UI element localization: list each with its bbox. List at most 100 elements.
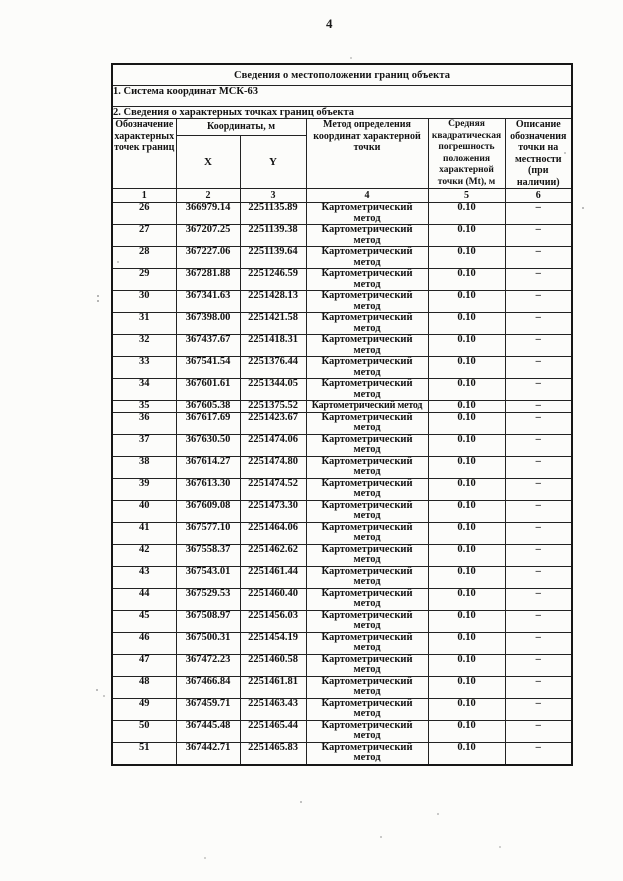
- cell-description: –: [504, 356, 573, 379]
- header-point-designation: Обозначение характерных точек границ: [111, 118, 177, 189]
- table-row: 41 367577.10 2251464.06 Картометрический…: [111, 521, 573, 545]
- cell-point-number: 39: [111, 477, 177, 501]
- scan-speck: [96, 689, 98, 691]
- cell-point-number: 48: [111, 675, 177, 699]
- cell-x: 367466.84: [175, 675, 241, 699]
- coordinate-system-row: 1. Система координат МСК-63: [111, 85, 573, 107]
- cell-method: Картометрический метод: [305, 411, 429, 435]
- cell-x: 367445.48: [175, 719, 241, 743]
- cell-error: 0.10: [427, 224, 506, 247]
- cell-description: –: [504, 202, 573, 225]
- cell-point-number: 34: [111, 378, 177, 401]
- points-section-row: 2. Сведения о характерных точках границ …: [111, 106, 573, 119]
- cell-error: 0.10: [427, 565, 506, 589]
- cell-method: Картометрический метод: [305, 741, 429, 765]
- table-row: 33 367541.54 2251376.44 Картометрический…: [111, 356, 573, 379]
- column-number-1: 1: [111, 188, 177, 203]
- cell-description: –: [504, 224, 573, 247]
- cell-y: 2251474.52: [239, 477, 307, 501]
- cell-y: 2251473.30: [239, 499, 307, 523]
- scan-speck: [499, 846, 501, 848]
- cell-point-number: 38: [111, 455, 177, 479]
- cell-method: Картометрический метод: [305, 246, 429, 269]
- cell-description: –: [504, 565, 573, 589]
- cell-description: –: [504, 290, 573, 313]
- scan-speck: [380, 836, 382, 838]
- cell-method: Картометрический метод: [305, 433, 429, 457]
- cell-point-number: 30: [111, 290, 177, 313]
- column-number-6: 6: [504, 188, 573, 203]
- cell-x: 367437.67: [175, 334, 241, 357]
- cell-point-number: 46: [111, 631, 177, 655]
- cell-method: Картометрический метод: [305, 631, 429, 655]
- cell-point-number: 29: [111, 268, 177, 291]
- cell-method: Картометрический метод: [305, 400, 429, 413]
- points-tbody: 26 366979.14 2251135.89 Картометрический…: [111, 202, 573, 765]
- cell-x: 367500.31: [175, 631, 241, 655]
- cell-point-number: 43: [111, 565, 177, 589]
- cell-y: 2251454.19: [239, 631, 307, 655]
- cell-description: –: [504, 675, 573, 699]
- cell-method: Картометрический метод: [305, 378, 429, 401]
- cell-x: 367459.71: [175, 697, 241, 721]
- table-row: 49 367459.71 2251463.43 Картометрический…: [111, 697, 573, 721]
- column-number-2: 2: [175, 188, 241, 203]
- table-row: 34 367601.61 2251344.05 Картометрический…: [111, 378, 573, 401]
- table-row: 37 367630.50 2251474.06 Картометрический…: [111, 433, 573, 457]
- cell-method: Картометрический метод: [305, 653, 429, 677]
- cell-description: –: [504, 455, 573, 479]
- cell-error: 0.10: [427, 675, 506, 699]
- cell-x: 367281.88: [175, 268, 241, 291]
- cell-point-number: 40: [111, 499, 177, 523]
- cell-description: –: [504, 697, 573, 721]
- table-row: 50 367445.48 2251465.44 Картометрический…: [111, 719, 573, 743]
- table-row: 39 367613.30 2251474.52 Картометрический…: [111, 477, 573, 501]
- cell-point-number: 47: [111, 653, 177, 677]
- cell-point-number: 28: [111, 246, 177, 269]
- cell-x: 367577.10: [175, 521, 241, 545]
- table-row: 45 367508.97 2251456.03 Картометрический…: [111, 609, 573, 633]
- table-row: 44 367529.53 2251460.40 Картометрический…: [111, 587, 573, 611]
- cell-method: Картометрический метод: [305, 290, 429, 313]
- cell-method: Картометрический метод: [305, 675, 429, 699]
- cell-error: 0.10: [427, 741, 506, 765]
- cell-y: 2251376.44: [239, 356, 307, 379]
- cell-error: 0.10: [427, 455, 506, 479]
- cell-point-number: 42: [111, 543, 177, 567]
- cell-method: Картометрический метод: [305, 521, 429, 545]
- table-row: 40 367609.08 2251473.30 Картометрический…: [111, 499, 573, 523]
- cell-x: 367398.00: [175, 312, 241, 335]
- cell-method: Картометрический метод: [305, 499, 429, 523]
- cell-description: –: [504, 312, 573, 335]
- cell-error: 0.10: [427, 653, 506, 677]
- column-number-5: 5: [427, 188, 506, 203]
- cell-point-number: 44: [111, 587, 177, 611]
- cell-error: 0.10: [427, 246, 506, 269]
- scan-speck: [437, 813, 439, 815]
- cell-point-number: 32: [111, 334, 177, 357]
- cell-y: 2251463.43: [239, 697, 307, 721]
- cell-y: 2251461.81: [239, 675, 307, 699]
- cell-point-number: 49: [111, 697, 177, 721]
- table-row: 43 367543.01 2251461.44 Картометрический…: [111, 565, 573, 589]
- cell-method: Картометрический метод: [305, 334, 429, 357]
- cell-x: 367609.08: [175, 499, 241, 523]
- cell-y: 2251460.40: [239, 587, 307, 611]
- scan-speck: [300, 801, 302, 803]
- header-description: Описание обозначения точки на местности …: [504, 118, 573, 189]
- cell-point-number: 31: [111, 312, 177, 335]
- scan-speck: [97, 300, 99, 302]
- cell-point-number: 45: [111, 609, 177, 633]
- cell-error: 0.10: [427, 400, 506, 413]
- cell-point-number: 41: [111, 521, 177, 545]
- cell-y: 2251423.67: [239, 411, 307, 435]
- cell-x: 367442.71: [175, 741, 241, 765]
- cell-y: 2251418.31: [239, 334, 307, 357]
- header-row-top: Обозначение характерных точек границ Коо…: [111, 118, 573, 189]
- cell-x: 367341.63: [175, 290, 241, 313]
- table-row: 26 366979.14 2251135.89 Картометрический…: [111, 202, 573, 225]
- cell-x: 367472.23: [175, 653, 241, 677]
- cell-x: 367529.53: [175, 587, 241, 611]
- table-row: 46 367500.31 2251454.19 Картометрический…: [111, 631, 573, 655]
- cell-x: 367207.25: [175, 224, 241, 247]
